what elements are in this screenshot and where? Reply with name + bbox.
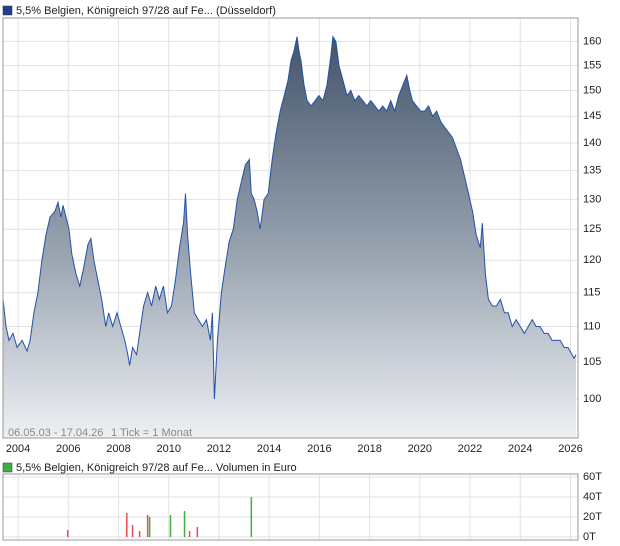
x-tick-label: 2010	[156, 443, 180, 455]
legend-swatch	[2, 5, 13, 16]
x-tick-label: 2014	[257, 443, 281, 455]
x-tick-label: 2024	[508, 443, 532, 455]
volume-bar	[138, 531, 141, 537]
area-fill	[3, 36, 576, 438]
volume-bar	[196, 527, 199, 537]
volume-bar	[146, 515, 149, 537]
chart-title: 5,5% Belgien, Königreich 97/28 auf Fe...…	[16, 462, 297, 474]
volume-bar	[169, 515, 172, 537]
x-tick-label: 2018	[357, 443, 381, 455]
y-tick-label: 40T	[583, 491, 602, 503]
x-tick-label: 2012	[207, 443, 231, 455]
x-tick-label: 2022	[458, 443, 482, 455]
chart-title: 5,5% Belgien, Königreich 97/28 auf Fe...…	[16, 5, 276, 17]
volume-bar	[183, 511, 186, 537]
volume-bar	[67, 530, 69, 537]
y-tick-label: 140	[583, 137, 601, 149]
y-tick-label: 130	[583, 193, 601, 205]
x-tick-label: 2016	[307, 443, 331, 455]
volume-bar	[126, 513, 128, 537]
y-tick-label: 155	[583, 59, 601, 71]
annotation: 1 Tick = 1 Monat	[111, 427, 192, 439]
y-tick-label: 20T	[583, 511, 602, 523]
plot-frame	[2, 17, 579, 439]
y-tick-label: 115	[583, 287, 601, 299]
y-tick-label: 60T	[583, 471, 602, 483]
y-tick-label: 120	[583, 254, 601, 266]
annotation: 06.05.03 - 17.04.26	[8, 427, 103, 439]
y-tick-label: 105	[583, 356, 601, 368]
volume-bar	[188, 531, 191, 537]
y-tick-label: 145	[583, 110, 601, 122]
y-tick-label: 125	[583, 223, 601, 235]
y-tick-label: 100	[583, 393, 601, 405]
x-tick-label: 2026	[558, 443, 582, 455]
price-line	[2, 35, 577, 400]
y-tick-label: 135	[583, 165, 601, 177]
plot-frame	[2, 473, 579, 541]
y-tick-label: 150	[583, 84, 601, 96]
x-tick-label: 2006	[56, 443, 80, 455]
legend-swatch	[2, 462, 13, 473]
y-tick-label: 160	[583, 35, 601, 47]
y-tick-label: 0T	[583, 531, 596, 543]
volume-bar	[131, 525, 134, 537]
x-tick-label: 2004	[6, 443, 30, 455]
x-tick-label: 2020	[408, 443, 432, 455]
volume-bar	[250, 497, 253, 537]
volume-bar	[148, 517, 151, 537]
plot-area	[3, 474, 578, 540]
y-tick-label: 110	[583, 320, 601, 332]
x-tick-label: 2008	[106, 443, 130, 455]
